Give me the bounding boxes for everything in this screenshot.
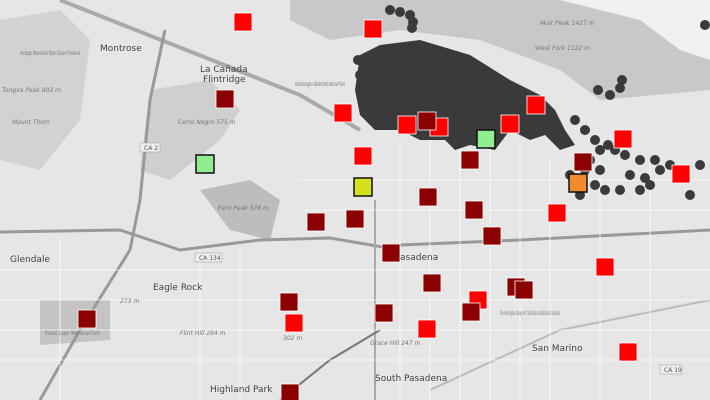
label-huntington: The Huntington Library Art Collections a… xyxy=(500,310,560,317)
map-marker-red[interactable] xyxy=(233,12,253,32)
label-montrose: Montrose xyxy=(100,44,142,54)
place-labels: Montrose La Cañada Flintridge Glendale E… xyxy=(10,44,583,395)
label-pasadena: Pasadena xyxy=(395,253,438,263)
map-marker-light-green[interactable] xyxy=(476,129,496,149)
feature-labels: Tongva Peak 803 m Mount Thom Verdugo Mou… xyxy=(2,20,595,347)
label-hahamongna: Hahamongna Watershed Natural Park xyxy=(295,81,345,88)
label-cerro-negro: Cerro Negro 575 m xyxy=(178,119,236,126)
map-marker-dark-red[interactable] xyxy=(280,383,300,400)
map-marker-red[interactable] xyxy=(363,19,383,39)
map-marker-dark-red[interactable] xyxy=(374,303,394,323)
map-marker-red[interactable] xyxy=(284,313,304,333)
shield-ca2: CA 2 xyxy=(144,145,158,152)
map-marker-dark-red[interactable] xyxy=(482,226,502,246)
label-eagle-rock: Eagle Rock xyxy=(153,283,203,293)
map-marker-dark-red[interactable] xyxy=(381,243,401,263)
label-fern-peak: Fern Peak 576 m xyxy=(218,205,269,212)
map-marker-dark-red[interactable] xyxy=(306,212,326,232)
label-flint-hill: Flint Hill 264 m xyxy=(180,330,226,337)
map-marker-dark-red[interactable] xyxy=(215,89,235,109)
map-marker-red[interactable] xyxy=(397,115,417,135)
map-marker-red[interactable] xyxy=(500,114,520,134)
map-marker-red[interactable] xyxy=(618,342,638,362)
map-marker-dark-red[interactable] xyxy=(77,309,97,329)
map-marker-red[interactable] xyxy=(671,164,691,184)
map-marker-dark-red[interactable] xyxy=(460,150,480,170)
map-marker-dark-red[interactable] xyxy=(422,273,442,293)
label-302m: 302 m xyxy=(283,335,302,342)
label-mount-thom: Mount Thom xyxy=(12,119,50,126)
label-tongva: Tongva Peak 803 m xyxy=(2,87,61,94)
map-marker-red[interactable] xyxy=(613,129,633,149)
map-marker-dark-red[interactable] xyxy=(464,200,484,220)
map-marker-red[interactable] xyxy=(333,103,353,123)
label-flintridge: Flintridge xyxy=(203,75,246,85)
map-marker-dark-red[interactable] xyxy=(418,187,438,207)
label-muir-peak: Muir Peak 1427 m xyxy=(540,20,595,27)
label-west-fork: West Fork 1122 m xyxy=(535,45,590,52)
map-marker-red[interactable] xyxy=(547,203,567,223)
map-marker-dark-red[interactable] xyxy=(417,111,437,131)
map-marker-orange[interactable] xyxy=(568,173,588,193)
shield-ca134: CA 134 xyxy=(199,255,221,262)
label-san-marino: San Marino xyxy=(532,344,583,354)
label-grace-hill: Grace Hill 247 m xyxy=(370,340,420,347)
terrain-layer xyxy=(0,0,710,345)
map-marker-red[interactable] xyxy=(417,319,437,339)
road-shields: CA 2 CA 134 CA 19 xyxy=(139,142,683,375)
map-marker-dark-red[interactable] xyxy=(345,209,365,229)
map-marker-yellow[interactable] xyxy=(353,177,373,197)
label-la-canada: La Cañada xyxy=(200,65,248,75)
label-south-pasadena: South Pasadena xyxy=(375,374,447,384)
map-marker-light-green[interactable] xyxy=(195,154,215,174)
label-highland-park: Highland Park xyxy=(210,385,273,395)
map-marker-red[interactable] xyxy=(595,257,615,277)
label-273m: 273 m xyxy=(120,298,139,305)
label-verdugo: Verdugo Mountains Open Space Preserve xyxy=(20,50,80,57)
label-glendale: Glendale xyxy=(10,255,50,265)
map-marker-dark-red[interactable] xyxy=(461,302,481,322)
map-marker-dark-red[interactable] xyxy=(514,280,534,300)
map-marker-red[interactable] xyxy=(353,146,373,166)
map-marker-red[interactable] xyxy=(526,95,546,115)
shield-ca19: CA 19 xyxy=(664,367,682,374)
label-forest-lawn: Forest Lawn Memorial Park xyxy=(45,330,100,337)
map-marker-dark-red[interactable] xyxy=(573,152,593,172)
map-marker-dark-red[interactable] xyxy=(279,292,299,312)
marker-layer xyxy=(77,12,691,400)
